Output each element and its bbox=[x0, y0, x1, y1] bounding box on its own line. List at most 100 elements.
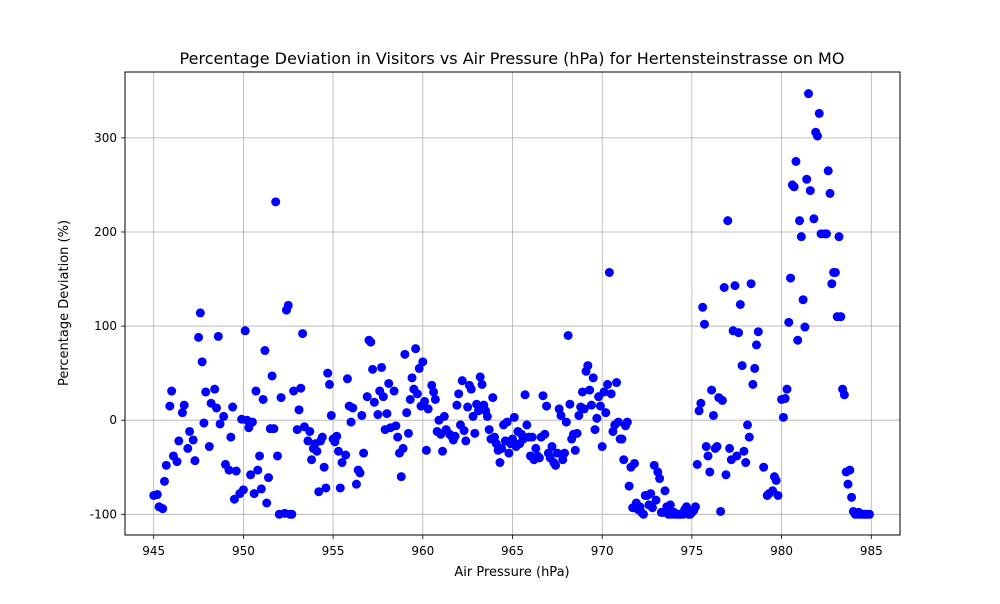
scatter-point bbox=[497, 443, 507, 453]
scatter-point bbox=[224, 465, 234, 475]
x-axis-label: Air Pressure (hPa) bbox=[454, 565, 569, 580]
scatter-point bbox=[716, 506, 726, 516]
scatter-point bbox=[694, 406, 704, 416]
scatter-point bbox=[373, 410, 383, 420]
y-axis-ticks: -100 0 100 200 300 bbox=[90, 131, 125, 521]
scatter-point bbox=[588, 373, 598, 383]
scatter-point bbox=[800, 322, 810, 332]
scatter-point bbox=[717, 395, 727, 405]
scatter-point bbox=[190, 456, 200, 466]
scatter-point bbox=[391, 421, 401, 431]
scatter-point bbox=[830, 267, 840, 277]
scatter-point bbox=[194, 332, 204, 342]
scatter-point bbox=[759, 462, 769, 472]
scatter-point bbox=[737, 361, 747, 371]
scatter-point bbox=[398, 443, 408, 453]
scatter-point bbox=[542, 401, 552, 411]
scatter-point bbox=[690, 502, 700, 512]
scatter-point bbox=[601, 408, 611, 418]
scatter-point bbox=[289, 386, 299, 396]
scatter-point bbox=[335, 483, 345, 493]
x-tick-label: 945 bbox=[142, 544, 165, 558]
scatter-point bbox=[402, 408, 412, 418]
scatter-point bbox=[696, 398, 706, 408]
scatter-point bbox=[665, 500, 675, 510]
scatter-point bbox=[210, 384, 220, 394]
scatter-point bbox=[778, 412, 788, 422]
chart-title: Percentage Deviation in Visitors vs Air … bbox=[180, 49, 845, 68]
scatter-point bbox=[651, 495, 661, 505]
scatter-point bbox=[369, 397, 379, 407]
data-points bbox=[149, 89, 875, 519]
scatter-point bbox=[267, 371, 277, 381]
scatter-point bbox=[359, 448, 369, 458]
scatter-point bbox=[384, 378, 394, 388]
scatter-point bbox=[682, 502, 692, 512]
scatter-point bbox=[305, 426, 315, 436]
scatter-point bbox=[845, 465, 855, 475]
scatter-point bbox=[619, 455, 629, 465]
scatter-point bbox=[167, 386, 177, 396]
scatter-point bbox=[725, 443, 735, 453]
scatter-point bbox=[750, 363, 760, 373]
scatter-point bbox=[253, 465, 263, 475]
scatter-point bbox=[473, 406, 483, 416]
scatter-point bbox=[719, 283, 729, 293]
grid-lines bbox=[125, 72, 900, 535]
scatter-point bbox=[247, 417, 257, 427]
scatter-point bbox=[551, 460, 561, 470]
scatter-point bbox=[439, 411, 449, 421]
scatter-point bbox=[789, 182, 799, 192]
scatter-point bbox=[351, 479, 361, 489]
scatter-point bbox=[231, 466, 241, 476]
scatter-point bbox=[292, 425, 302, 435]
x-tick-label: 975 bbox=[680, 544, 703, 558]
scatter-point bbox=[574, 410, 584, 420]
scatter-point bbox=[183, 443, 193, 453]
scatter-point bbox=[839, 390, 849, 400]
scatter-point bbox=[251, 386, 261, 396]
scatter-point bbox=[405, 394, 415, 404]
scatter-point bbox=[461, 436, 471, 446]
scatter-point bbox=[712, 442, 722, 452]
scatter-point bbox=[796, 232, 806, 242]
scatter-point bbox=[629, 458, 639, 468]
scatter-point bbox=[475, 372, 485, 382]
scatter-point bbox=[325, 379, 335, 389]
scatter-point bbox=[802, 174, 812, 184]
scatter-point bbox=[579, 404, 589, 414]
scatter-point bbox=[655, 474, 665, 484]
scatter-point bbox=[366, 337, 376, 347]
scatter-point bbox=[303, 436, 313, 446]
scatter-point bbox=[612, 378, 622, 388]
scatter-point bbox=[782, 384, 792, 394]
scatter-point bbox=[836, 312, 846, 322]
scatter-point bbox=[583, 361, 593, 371]
scatter-point bbox=[538, 391, 548, 401]
scatter-point bbox=[452, 400, 462, 410]
scatter-point bbox=[420, 396, 430, 406]
scatter-point bbox=[784, 317, 794, 327]
scatter-point bbox=[795, 216, 805, 226]
scatter-point bbox=[834, 232, 844, 242]
scatter-point bbox=[197, 357, 207, 367]
scatter-point bbox=[592, 413, 602, 423]
scatter-point bbox=[705, 467, 715, 477]
scatter-point bbox=[326, 410, 336, 420]
scatter-point bbox=[586, 400, 596, 410]
scatter-point bbox=[603, 379, 613, 389]
scatter-point bbox=[323, 368, 333, 378]
scatter-point bbox=[378, 392, 388, 402]
scatter-point bbox=[572, 428, 582, 438]
scatter-point bbox=[649, 460, 659, 470]
scatter-point bbox=[393, 432, 403, 442]
scatter-point bbox=[457, 376, 467, 386]
scatter-point bbox=[430, 394, 440, 404]
scatter-point bbox=[400, 349, 410, 359]
scatter-point bbox=[660, 486, 670, 496]
x-tick-label: 960 bbox=[411, 544, 434, 558]
scatter-point bbox=[599, 387, 609, 397]
scatter-point bbox=[734, 328, 744, 338]
scatter-point bbox=[638, 509, 648, 519]
